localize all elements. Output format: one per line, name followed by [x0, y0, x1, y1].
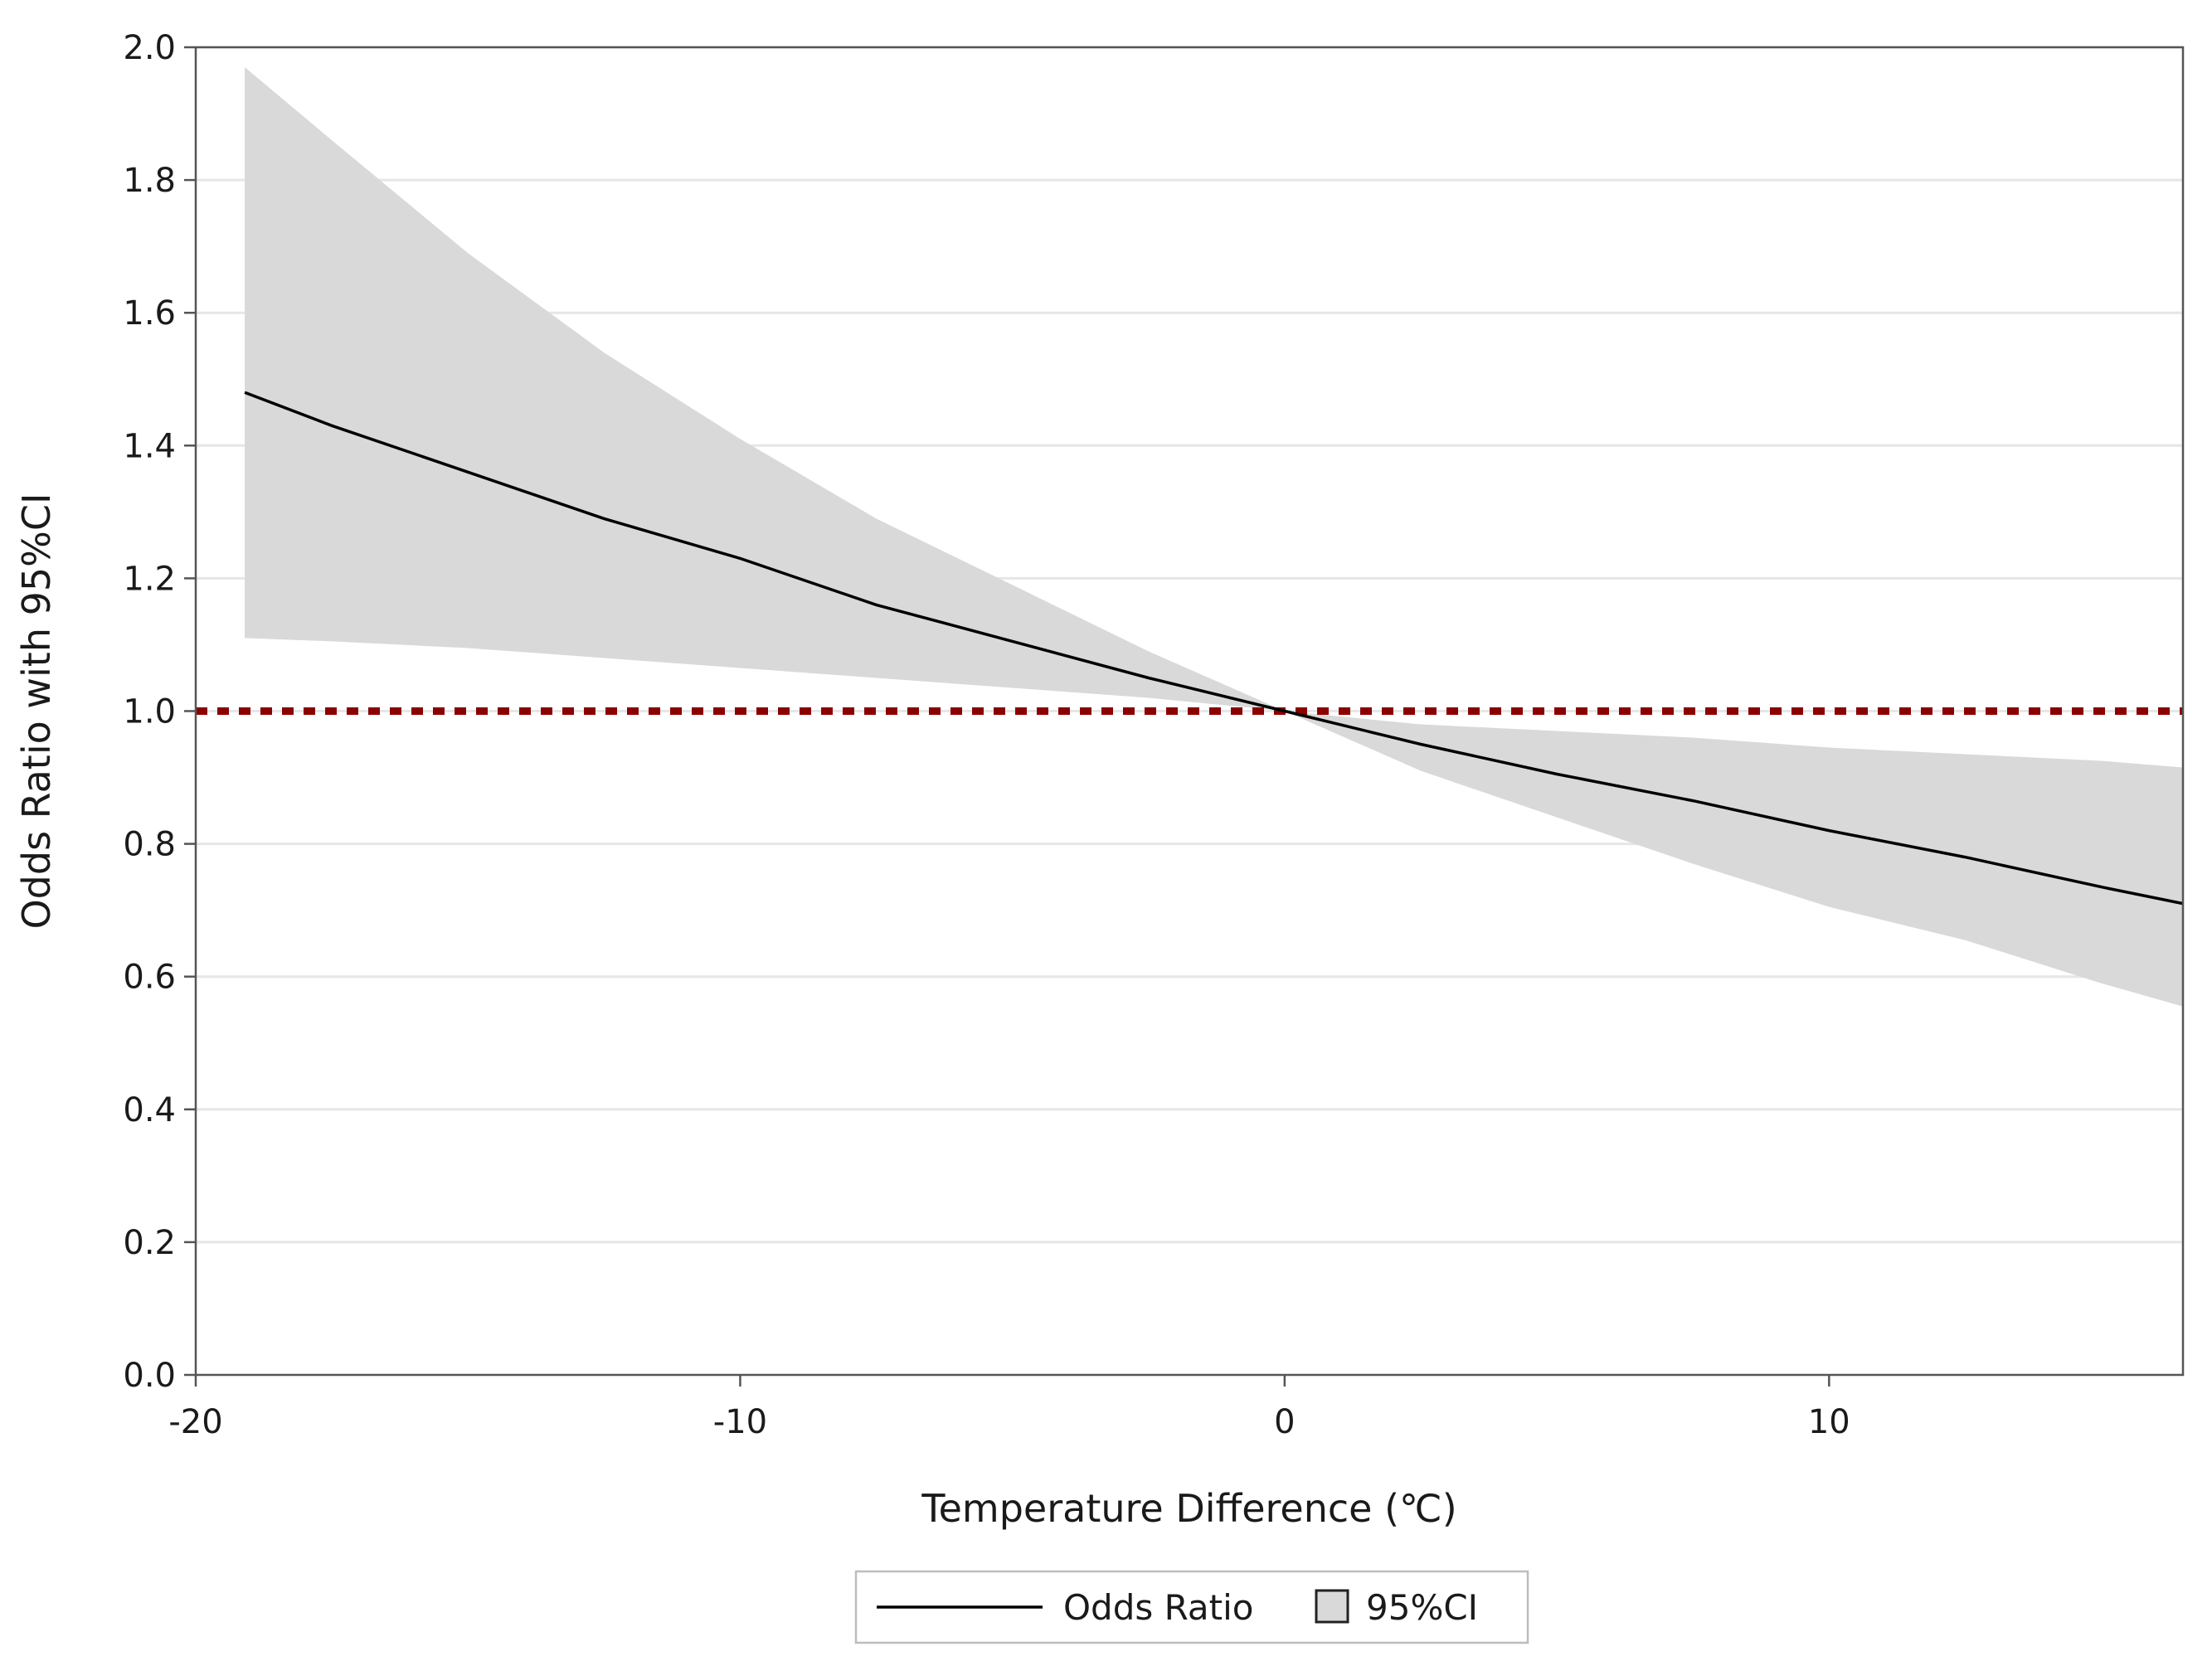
- legend-label-odds-ratio: Odds Ratio: [1063, 1587, 1253, 1628]
- x-tick-label-0: -20: [168, 1403, 222, 1441]
- ci-band: [245, 67, 2183, 1007]
- y-tick-label-10: 2.0: [123, 29, 176, 67]
- y-tick-label-5: 1.0: [123, 693, 176, 731]
- y-tick-label-8: 1.6: [123, 294, 176, 333]
- y-tick-label-0: 0.0: [123, 1357, 176, 1395]
- y-axis-title: Odds Ratio with 95%CI: [14, 493, 59, 929]
- x-tick-label-2: 0: [1274, 1403, 1295, 1441]
- y-tick-label-1: 0.2: [123, 1224, 176, 1262]
- x-axis-title: Temperature Difference (℃): [921, 1486, 1456, 1531]
- ci-band-layer: [245, 67, 2183, 1007]
- x-tick-label-3: 10: [1808, 1403, 1850, 1441]
- y-tick-label-4: 0.8: [123, 826, 176, 864]
- odds-ratio-line-layer: [244, 391, 2184, 906]
- legend: Odds Ratio 95%CI: [854, 1570, 1529, 1644]
- legend-label-ci: 95%CI: [1366, 1587, 1478, 1628]
- y-tick-label-7: 1.4: [123, 427, 176, 465]
- legend-box-swatch: [1315, 1589, 1349, 1624]
- y-tick-label-2: 0.4: [123, 1091, 176, 1129]
- y-tick-label-9: 1.8: [123, 162, 176, 200]
- x-tick-label-1: -10: [713, 1403, 767, 1441]
- y-tick-label-6: 1.2: [123, 560, 176, 598]
- axes-layer: 0.0 0.2 0.4 0.6 0.8 1.0 1.2 1.4 1.6 1.8 2.0 -20 -10 0…: [14, 29, 1850, 1531]
- odds-ratio-line: [244, 391, 2184, 906]
- y-tick-label-3: 0.6: [123, 959, 176, 997]
